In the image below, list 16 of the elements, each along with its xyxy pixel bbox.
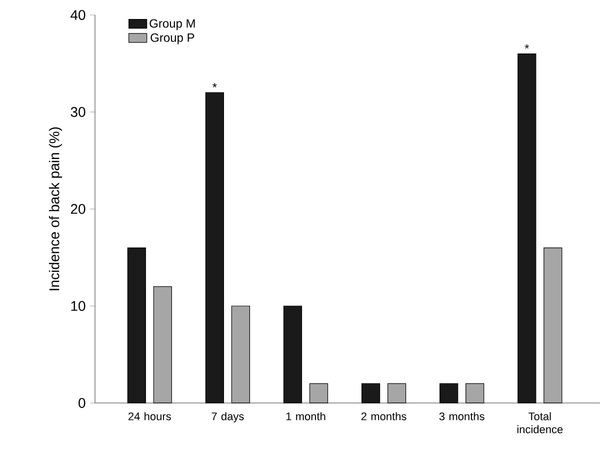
y-tick-label: 10 — [71, 301, 86, 311]
legend-label: Group P — [150, 33, 194, 44]
legend-label: Group M — [150, 19, 195, 30]
x-tick-label: 3 months — [439, 412, 484, 420]
annotation: * — [212, 83, 217, 88]
y-axis-title: Incidence of back pain (%) — [48, 127, 62, 290]
x-tick-label: 1 month — [286, 412, 326, 420]
x-tick-label: 24 hours — [128, 412, 171, 420]
annotation: * — [524, 44, 530, 49]
y-tick-label: 40 — [70, 10, 86, 20]
x-tick-label: Total incidence — [517, 412, 563, 434]
x-tick-label: 7 days — [212, 412, 244, 422]
y-tick-label: 30 — [70, 107, 86, 117]
y-tick-label: 0 — [78, 398, 86, 408]
x-tick-label: 2 months — [361, 412, 406, 420]
y-tick-label: 20 — [70, 204, 86, 214]
